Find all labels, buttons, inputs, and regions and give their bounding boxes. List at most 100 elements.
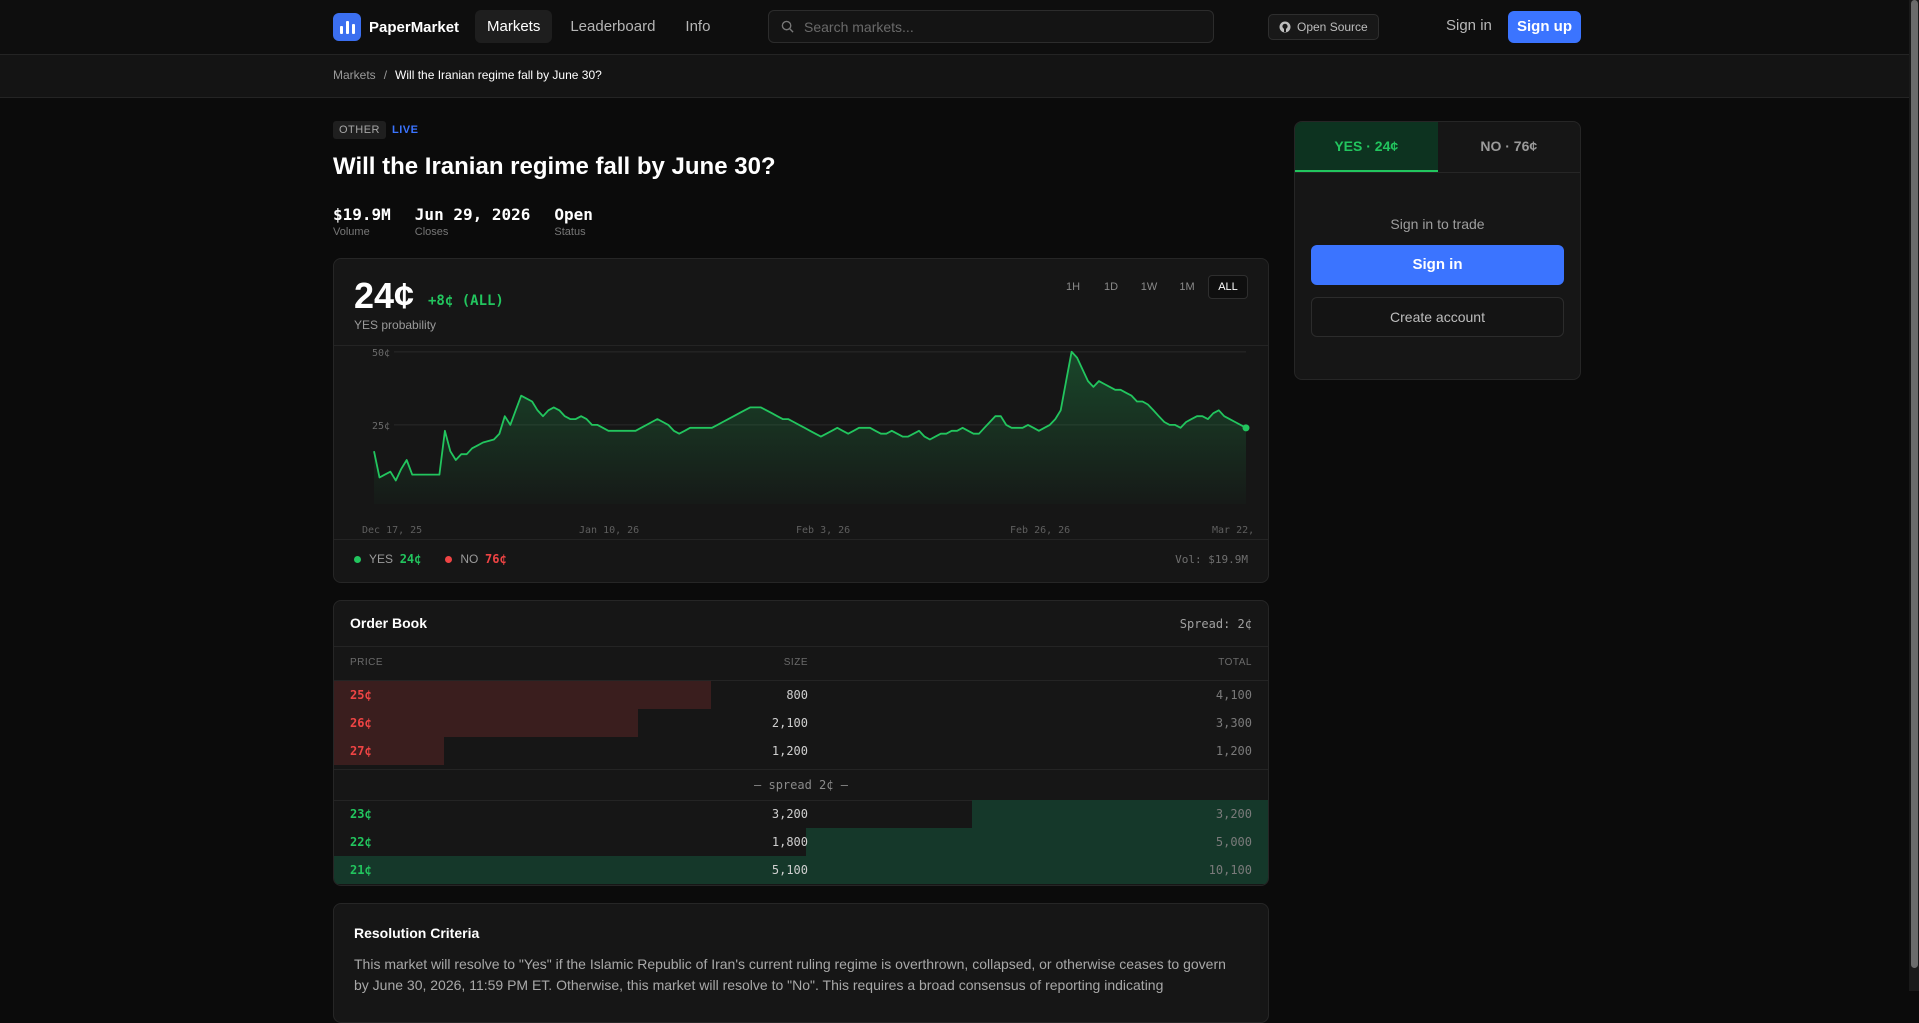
breadcrumb-separator: / bbox=[383, 68, 388, 82]
header-sign-in-link[interactable]: Sign in bbox=[1446, 17, 1492, 34]
nav-leaderboard[interactable]: Leaderboard bbox=[570, 18, 656, 35]
ask-total: 3,300 bbox=[1215, 716, 1252, 730]
range-1w[interactable]: 1W bbox=[1140, 281, 1158, 293]
legend-no-label: NO bbox=[460, 552, 479, 566]
ask-size: 1,200 bbox=[771, 744, 808, 758]
ask-total: 4,100 bbox=[1215, 688, 1252, 702]
bid-price: 23¢ bbox=[350, 807, 372, 821]
tab-no[interactable]: NO · 76¢ bbox=[1480, 138, 1538, 154]
yes-price: 24¢ bbox=[354, 275, 415, 316]
bid-depth-bar bbox=[334, 856, 1268, 884]
bid-size: 5,100 bbox=[771, 863, 808, 877]
order-book-card: Order Book Spread: 2¢ PRICE SIZE TOTAL 2… bbox=[333, 600, 1269, 886]
market-title: Will the Iranian regime fall by June 30? bbox=[333, 153, 776, 180]
sign-in-prompt: Sign in to trade bbox=[1390, 216, 1485, 232]
trade-sign-in-button[interactable]: Sign in bbox=[1311, 245, 1564, 285]
legend-no: NO 76¢ bbox=[445, 552, 507, 566]
breadcrumb: Markets / Will the Iranian regime fall b… bbox=[333, 68, 602, 82]
bid-depth-bar bbox=[971, 800, 1268, 828]
search-input[interactable] bbox=[802, 17, 1206, 36]
price-area bbox=[374, 351, 1246, 504]
breadcrumb-markets[interactable]: Markets bbox=[333, 68, 376, 82]
resolution-title: Resolution Criteria bbox=[354, 925, 480, 941]
stat-status-label: Status bbox=[554, 226, 586, 238]
range-all[interactable]: ALL bbox=[1208, 275, 1248, 299]
ask-row[interactable]: 26¢ 2,100 3,300 bbox=[334, 709, 1268, 737]
stat-volume-label: Volume bbox=[333, 226, 370, 238]
bid-size: 3,200 bbox=[771, 807, 808, 821]
ask-price: 27¢ bbox=[350, 744, 372, 758]
nav-info[interactable]: Info bbox=[685, 18, 711, 35]
tab-yes[interactable]: YES · 24¢ bbox=[1295, 122, 1438, 172]
top-navbar: PaperMarket Markets Leaderboard Info Ope… bbox=[0, 0, 1919, 55]
create-account-button[interactable]: Create account bbox=[1311, 297, 1564, 337]
order-book-header: PRICE SIZE TOTAL bbox=[334, 646, 1268, 681]
stat-status-value: Open bbox=[554, 205, 593, 224]
trade-panel: YES · 24¢ NO · 76¢ Sign in to trade Sign… bbox=[1294, 121, 1581, 380]
nav-markets[interactable]: Markets bbox=[475, 10, 553, 43]
ask-depth-bar bbox=[334, 709, 638, 737]
scrollbar-thumb[interactable] bbox=[1911, 0, 1918, 968]
breadcrumb-current: Will the Iranian regime fall by June 30? bbox=[395, 68, 602, 82]
x-tick-label: Feb 3, 26 bbox=[796, 525, 850, 536]
range-1d[interactable]: 1D bbox=[1103, 281, 1119, 293]
header-price: PRICE bbox=[350, 657, 384, 668]
price-chart-card: 24¢ +8¢ (ALL) YES probability 1H 1D 1W 1… bbox=[333, 258, 1269, 583]
legend-yes-label: YES bbox=[369, 552, 394, 566]
sign-up-button[interactable]: Sign up bbox=[1508, 11, 1581, 43]
stat-volume: $19.9M Volume bbox=[333, 205, 391, 238]
ask-price: 25¢ bbox=[350, 688, 372, 702]
market-badges: OTHER LIVE bbox=[333, 121, 418, 139]
brand-logo[interactable]: PaperMarket bbox=[333, 13, 459, 41]
ask-depth-bar bbox=[334, 681, 712, 709]
breadcrumb-bar: Markets / Will the Iranian regime fall b… bbox=[0, 55, 1919, 98]
header-total: TOTAL bbox=[1218, 657, 1252, 668]
y-tick-label: 50¢ bbox=[372, 348, 390, 359]
bar-chart-icon bbox=[333, 13, 361, 41]
ask-price: 26¢ bbox=[350, 716, 372, 730]
yes-dot-icon bbox=[354, 556, 361, 563]
ask-depth-bar bbox=[334, 737, 445, 765]
x-tick-label: Mar 22, bbox=[1212, 525, 1254, 536]
stat-volume-value: $19.9M bbox=[333, 205, 391, 224]
bid-total: 5,000 bbox=[1215, 835, 1252, 849]
range-1m[interactable]: 1M bbox=[1179, 281, 1195, 293]
open-source-button[interactable]: Open Source bbox=[1268, 14, 1379, 40]
ask-total: 1,200 bbox=[1215, 744, 1252, 758]
order-book-title: Order Book bbox=[350, 615, 428, 631]
x-tick-label: Jan 10, 26 bbox=[579, 525, 639, 536]
price-chart-svg: 50¢ 25¢ Dec 17, 25 Jan 10, 26 Feb 3, 26 Feb 2… bbox=[362, 348, 1254, 536]
stat-closes: Jun 29, 2026 Closes bbox=[415, 205, 531, 238]
order-book-spread: Spread: 2¢ bbox=[1179, 617, 1252, 631]
bid-price: 22¢ bbox=[350, 835, 372, 849]
current-price-point bbox=[1242, 424, 1250, 432]
bid-row[interactable]: 23¢ 3,200 3,200 bbox=[334, 800, 1268, 828]
range-1h[interactable]: 1H bbox=[1065, 281, 1081, 293]
stat-closes-label: Closes bbox=[414, 226, 449, 238]
stat-status: Open Status bbox=[554, 205, 593, 238]
bid-size: 1,800 bbox=[771, 835, 808, 849]
resolution-text: This market will resolve to "Yes" if the… bbox=[354, 956, 1226, 993]
outcome-tabs: YES · 24¢ NO · 76¢ bbox=[1295, 122, 1580, 173]
ask-size: 800 bbox=[786, 688, 808, 702]
legend-yes: YES 24¢ bbox=[354, 552, 421, 566]
search-icon bbox=[781, 20, 794, 33]
search-box[interactable] bbox=[768, 10, 1214, 43]
price-change: +8¢ (ALL) bbox=[428, 293, 504, 309]
price-chart: 50¢ 25¢ Dec 17, 25 Jan 10, 26 Feb 3, 26 Feb 2… bbox=[334, 345, 1268, 540]
ask-size: 2,100 bbox=[771, 716, 808, 730]
bid-total: 3,200 bbox=[1215, 807, 1252, 821]
bid-price: 21¢ bbox=[350, 863, 372, 877]
bid-row[interactable]: 22¢ 1,800 5,000 bbox=[334, 828, 1268, 856]
spread-divider: — spread 2¢ — bbox=[334, 769, 1268, 801]
x-tick-label: Dec 17, 25 bbox=[362, 525, 422, 536]
brand-name: PaperMarket bbox=[369, 18, 460, 36]
live-badge: LIVE bbox=[392, 124, 419, 136]
ask-row[interactable]: 27¢ 1,200 1,200 bbox=[334, 737, 1268, 765]
ask-row[interactable]: 25¢ 800 4,100 bbox=[334, 681, 1268, 709]
x-tick-label: Feb 26, 26 bbox=[1010, 525, 1070, 536]
legend-no-value: 76¢ bbox=[485, 552, 507, 566]
no-dot-icon bbox=[445, 556, 453, 563]
legend-yes-value: 24¢ bbox=[399, 552, 422, 566]
bid-row[interactable]: 21¢ 5,100 10,100 bbox=[334, 856, 1268, 884]
